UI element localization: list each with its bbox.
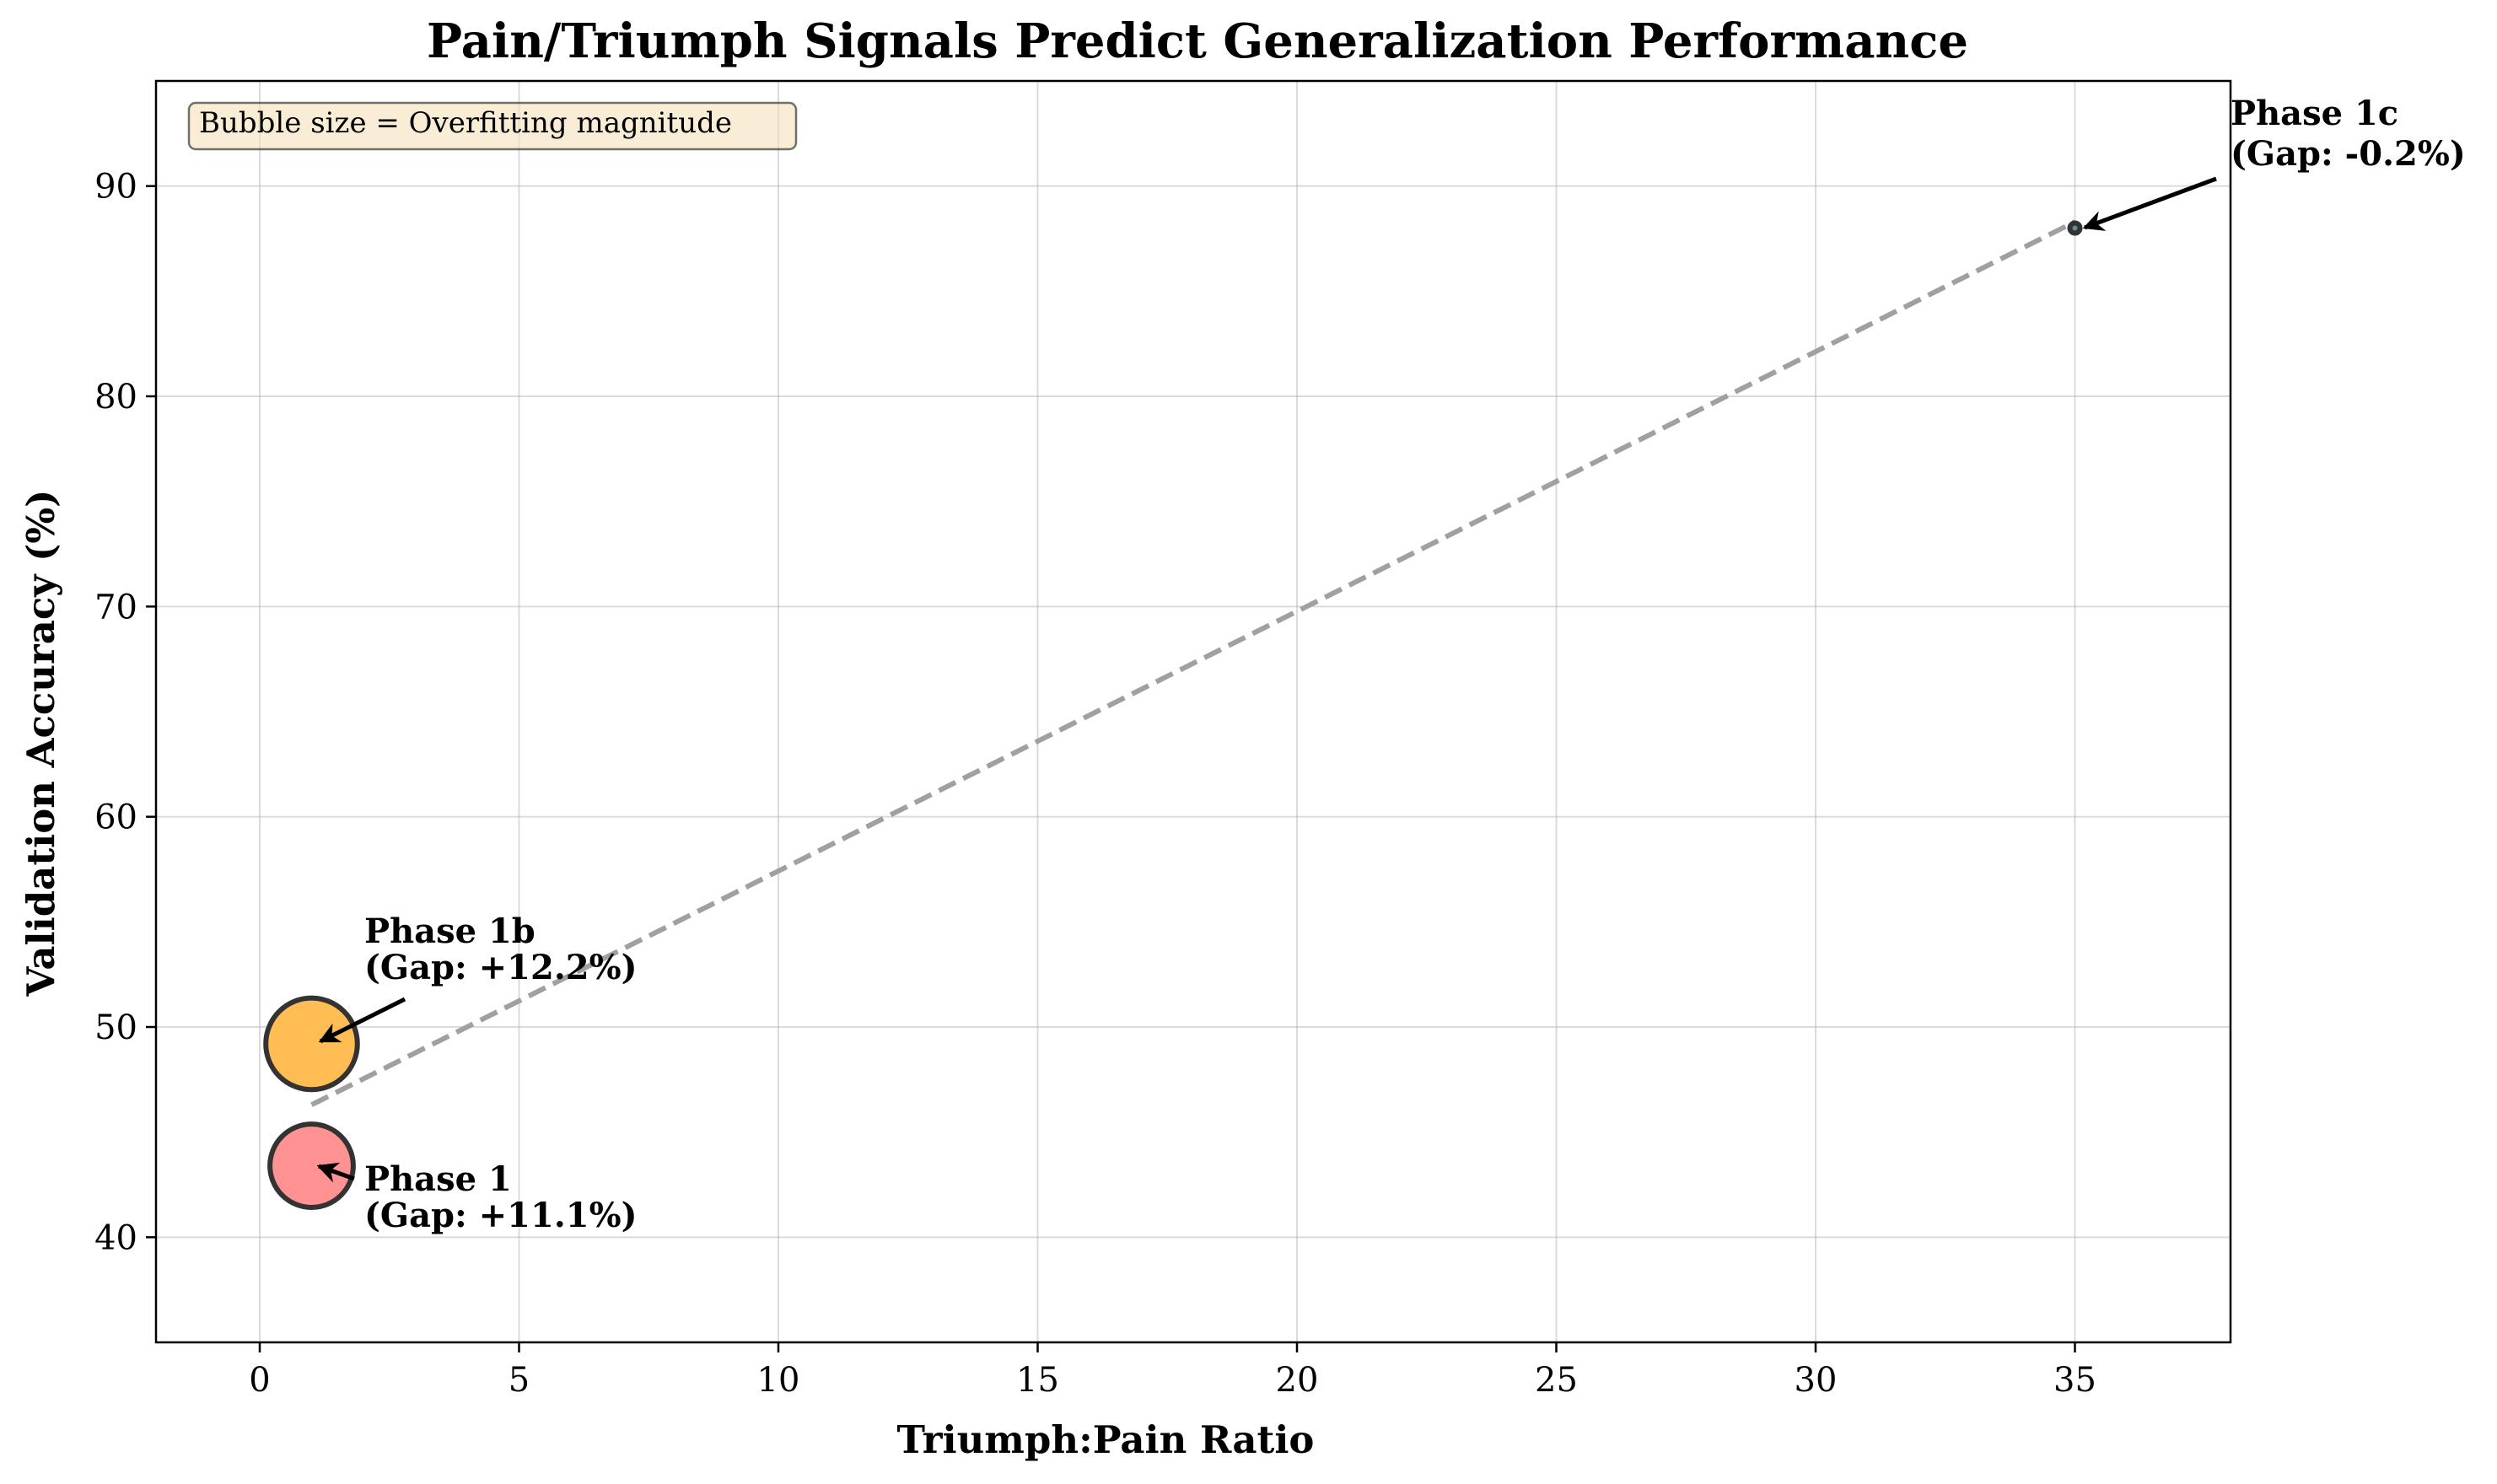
data-points [263, 220, 2083, 1210]
y-tick-label: 80 [94, 378, 137, 417]
y-tick-label: 50 [94, 1008, 137, 1047]
y-tick-label: 40 [94, 1218, 137, 1257]
annotation-gap-label: (Gap: +11.1%) [364, 1196, 638, 1235]
y-axis-label: Validation Accuracy (%) [19, 490, 63, 997]
chart-title: Pain/Triumph Signals Predict Generalizat… [427, 13, 1968, 69]
annotation-arrow [316, 1162, 355, 1183]
note-box-background [187, 101, 798, 151]
x-tick-label: 25 [1535, 1361, 1578, 1400]
x-tick-label: 10 [757, 1361, 800, 1400]
data-point-phase-1 [267, 1121, 356, 1210]
annotation-phase-label: Phase 1b [364, 911, 535, 951]
annotation-phase-label: Phase 1 [364, 1159, 512, 1199]
note-text: Bubble size = Overfitting magnitude [199, 106, 732, 140]
x-tick-label: 15 [1016, 1361, 1059, 1400]
annotation-arrow [318, 997, 406, 1044]
y-axis-ticks: 40 50 60 70 80 90 [94, 168, 156, 1257]
x-tick-label: 5 [509, 1361, 530, 1400]
x-axis-ticks: 0 5 10 15 20 25 30 35 [249, 1342, 2096, 1400]
data-point-phase-1c [2067, 220, 2083, 236]
trend-line [310, 219, 2076, 1107]
y-tick-label: 60 [94, 798, 137, 837]
bubble-size-note: Bubble size = Overfitting magnitude [187, 101, 798, 151]
annotation-arrow [2082, 176, 2217, 231]
x-tick-label: 0 [249, 1361, 270, 1400]
annotation-gap-label: (Gap: +12.2%) [364, 948, 638, 987]
y-tick-label: 70 [94, 588, 137, 626]
annotations: Phase 1(Gap: +11.1%) Phase 1b(Gap: +12.2%… [316, 94, 2466, 1235]
data-point-phase-1b [263, 995, 360, 1093]
x-tick-label: 20 [1276, 1361, 1319, 1400]
grid [156, 81, 2231, 1342]
x-axis-label: Triumph:Pain Ratio [897, 1417, 1315, 1462]
x-tick-label: 30 [1795, 1361, 1838, 1400]
x-tick-label: 35 [2053, 1361, 2096, 1400]
annotation-phase-label: Phase 1c [2231, 94, 2398, 133]
plot-frame [154, 79, 2232, 1344]
annotation-gap-label: (Gap: -0.2%) [2231, 134, 2466, 174]
y-tick-label: 90 [94, 168, 137, 207]
